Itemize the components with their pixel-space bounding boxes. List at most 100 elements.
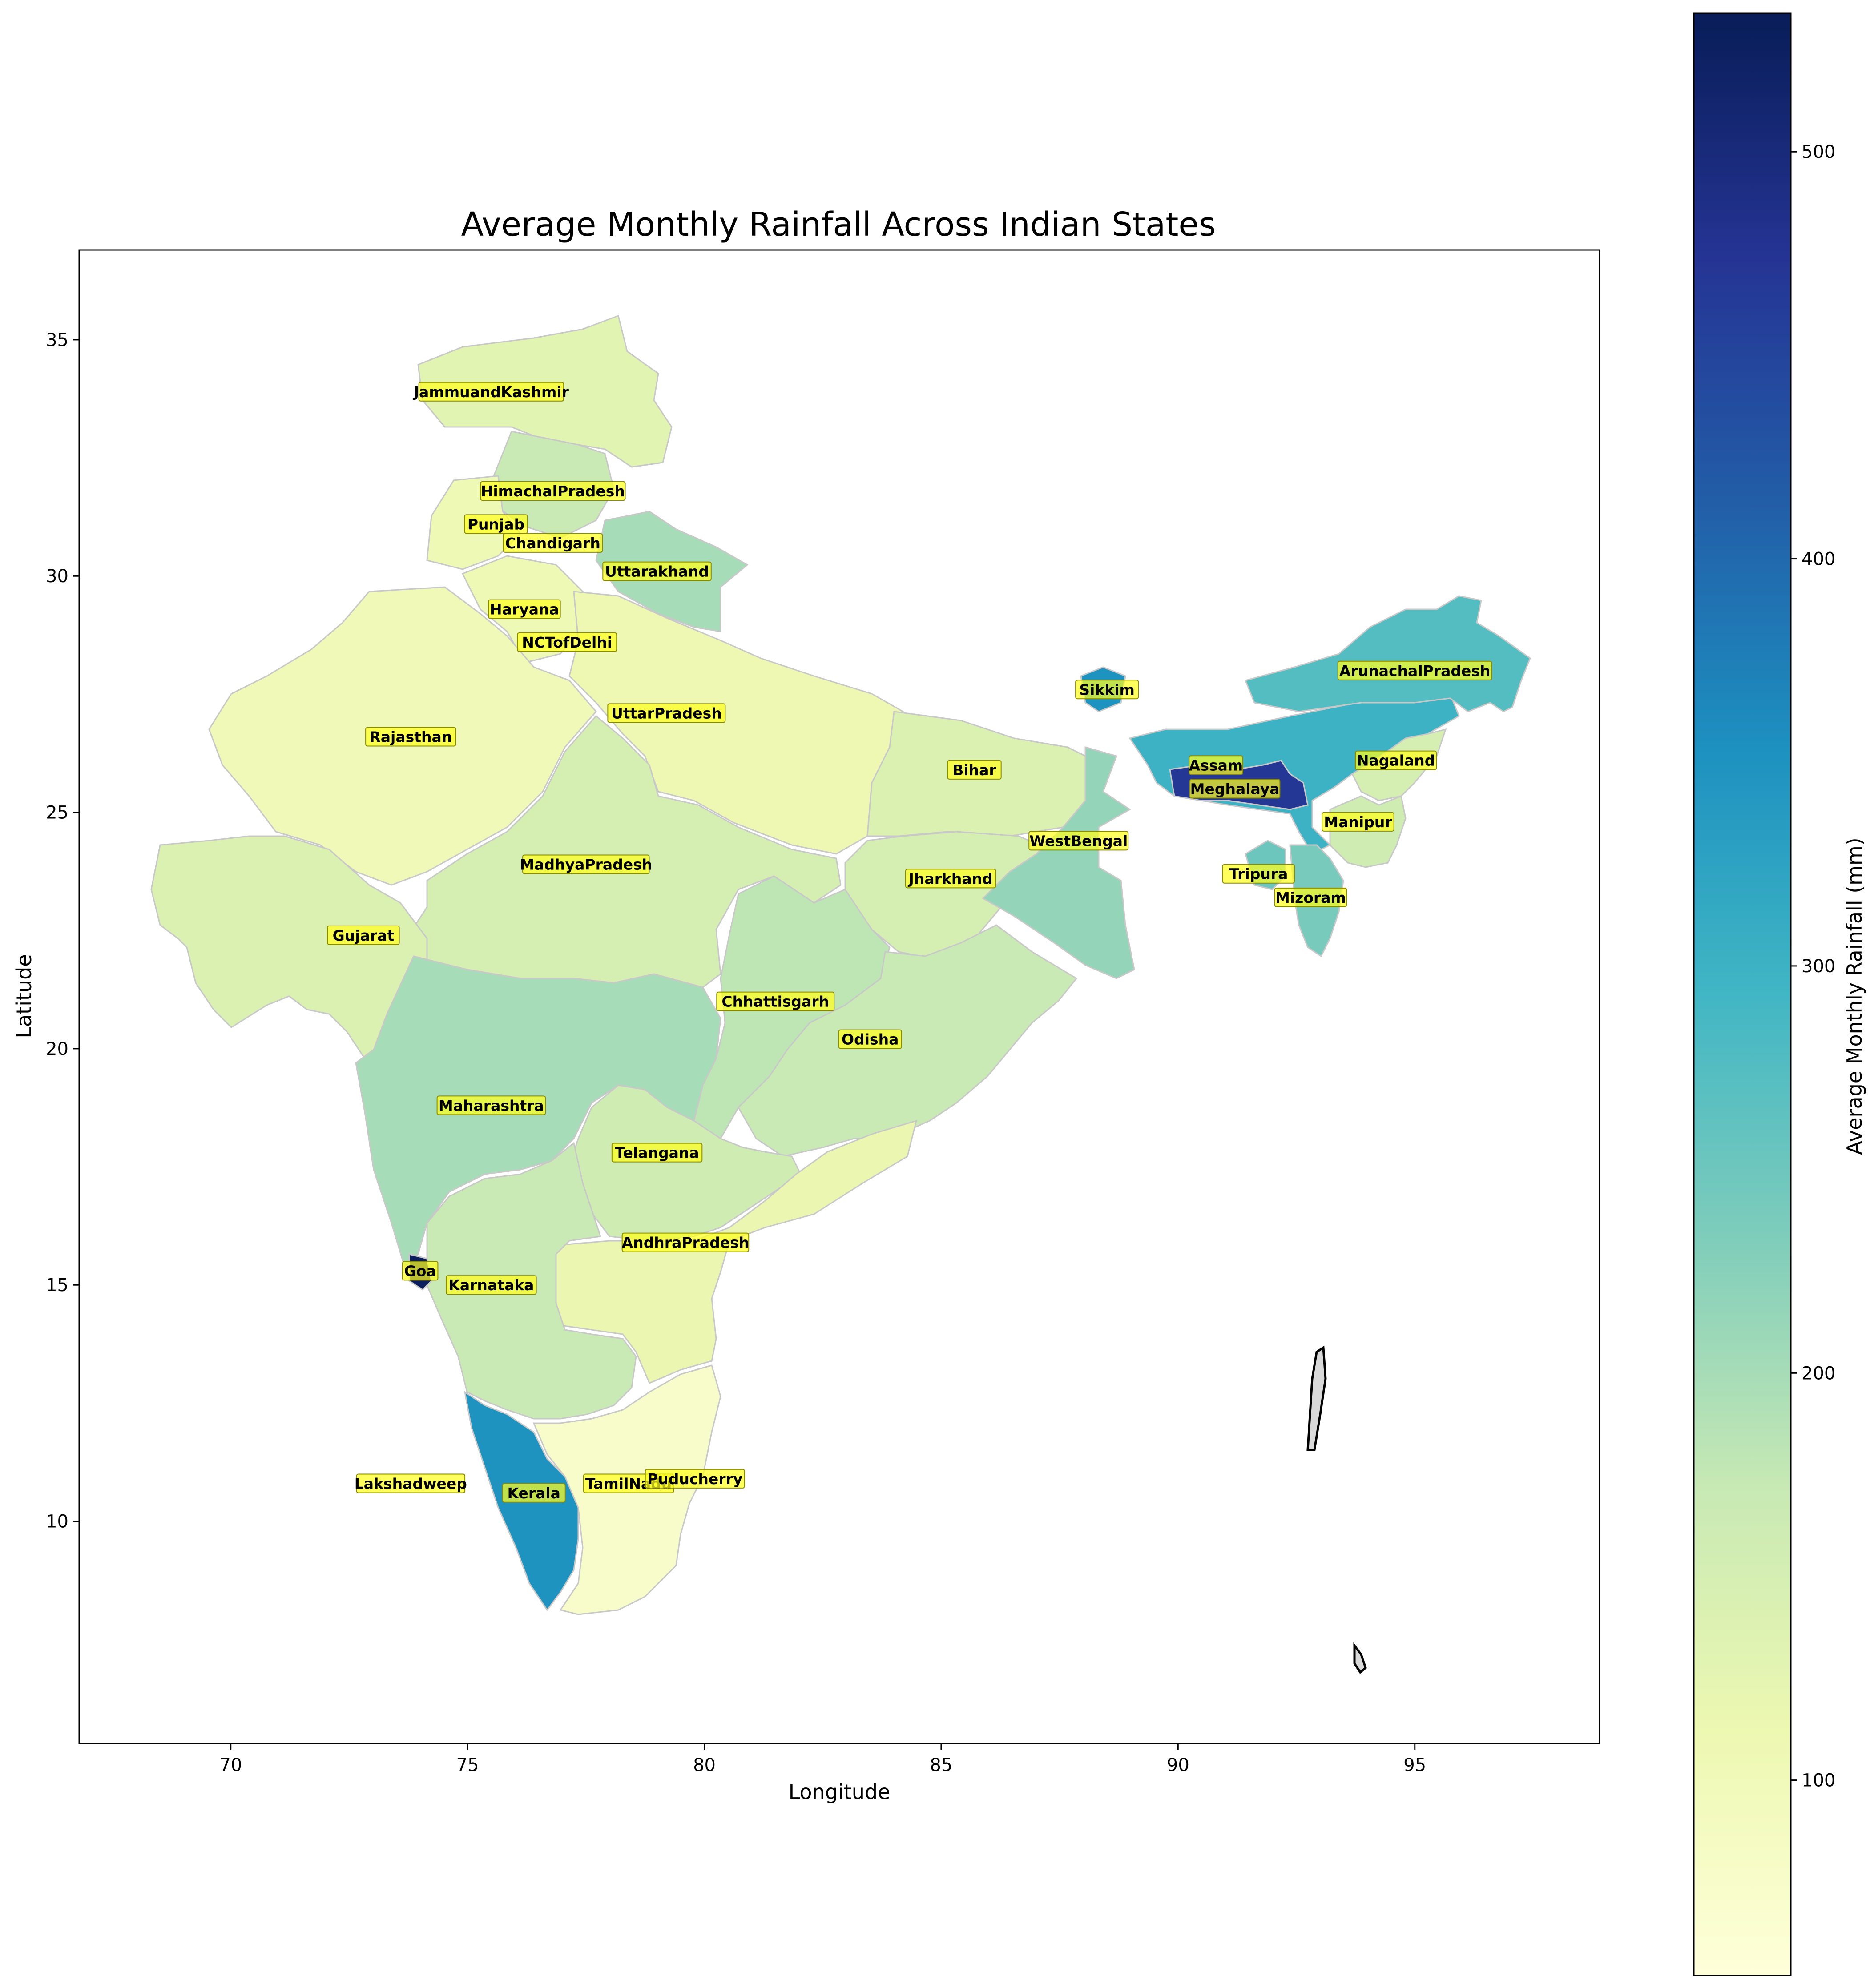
state-label-karnataka: Karnataka [446, 1275, 537, 1295]
colorbar-ticks: 100 200 300 400 500 [1791, 142, 1835, 1791]
state-label-kerala: Kerala [502, 1483, 566, 1503]
state-label-box [365, 727, 456, 747]
state-label-text: Telangana [615, 1144, 699, 1162]
state-label-text: WestBengal [1029, 832, 1128, 849]
state-label-box [1189, 755, 1243, 775]
state-label-jammuandkashmir: JammuandKashmir [413, 382, 569, 402]
state-label-text: ArunachalPradesh [1339, 662, 1491, 680]
state-label-box [645, 1469, 745, 1489]
state-label-text: Tripura [1229, 865, 1288, 883]
state-label-box [1189, 779, 1281, 799]
x-tick-label: 95 [1403, 1755, 1426, 1775]
state-label-nctofdelhi: NCTofDelhi [517, 632, 617, 652]
state-label-gujarat: Gujarat [327, 925, 400, 945]
state-region-odisha [738, 924, 1078, 1157]
state-label-text: JammuandKashmir [413, 383, 569, 401]
state-label-text: Mizoram [1275, 889, 1346, 906]
state-label-text: MadhyaPradesh [520, 856, 652, 873]
state-label-box [480, 481, 626, 501]
state-label-tripura: Tripura [1222, 864, 1295, 884]
state-label-box [436, 1095, 546, 1115]
y-tick-label: 35 [46, 330, 69, 350]
state-label-text: Jharkhand [908, 870, 993, 887]
state-label-text: Chandigarh [505, 535, 600, 552]
state-label-box [947, 760, 1002, 780]
state-label-text: Rajasthan [369, 728, 452, 746]
state-label-box [446, 1275, 537, 1295]
state-label-box [607, 703, 726, 723]
y-tick-label: 20 [46, 1039, 69, 1059]
state-region-andhrapradesh [551, 1119, 918, 1384]
state-label-text: Odisha [842, 1031, 899, 1048]
x-tick-label: 75 [456, 1755, 479, 1775]
state-label-box [402, 1261, 439, 1281]
x-axis-ticks: 70 75 80 85 90 95 [219, 1743, 1426, 1775]
state-label-text: NCTofDelhi [522, 634, 612, 651]
state-label-text: Puducherry [647, 1470, 742, 1488]
state-label-chandigarh: Chandigarh [503, 533, 603, 553]
state-label-text: Haryana [490, 601, 559, 618]
state-label-text: Punjab [467, 515, 524, 533]
state-label-text: Goa [404, 1262, 436, 1280]
state-label-mizoram: Mizoram [1274, 887, 1347, 907]
state-label-box [1337, 660, 1492, 680]
state-label-assam: Assam [1189, 755, 1243, 775]
state-label-text: Chhattisgarh [721, 993, 829, 1010]
state-label-text: Uttarakhand [605, 563, 709, 580]
state-label-box [327, 925, 400, 945]
state-label-box [838, 1029, 902, 1049]
chart-title: Average Monthly Rainfall Across Indian S… [461, 205, 1216, 244]
x-tick-label: 85 [930, 1755, 952, 1775]
state-label-westbengal: WestBengal [1028, 831, 1129, 851]
state-label-box [356, 1473, 466, 1493]
colorbar-tick-label: 500 [1801, 142, 1835, 162]
state-label-box [502, 1483, 566, 1503]
state-label-rajasthan: Rajasthan [365, 727, 456, 747]
state-label-box [1355, 750, 1437, 770]
state-label-uttarpradesh: UttarPradesh [607, 703, 726, 723]
state-label-himachalpradesh: HimachalPradesh [480, 481, 626, 501]
state-label-meghalaya: Meghalaya [1189, 779, 1281, 799]
y-tick-label: 30 [46, 566, 69, 587]
y-axis-label: Latitude [12, 954, 36, 1038]
state-label-maharashtra: Maharashtra [436, 1095, 546, 1115]
state-label-manipur: Manipur [1322, 812, 1394, 832]
colorbar-label: Average Monthly Rainfall (mm) [1842, 837, 1866, 1155]
state-label-box [418, 382, 564, 402]
state-label-text: Gujarat [333, 927, 395, 944]
state-label-text: Manipur [1324, 813, 1392, 831]
state-label-text: Assam [1189, 757, 1243, 774]
y-tick-label: 15 [46, 1275, 69, 1296]
state-label-box [1274, 887, 1347, 907]
x-tick-label: 90 [1167, 1755, 1189, 1775]
state-label-nagaland: Nagaland [1355, 750, 1437, 770]
state-label-goa: Goa [402, 1261, 439, 1281]
state-label-madhyapradesh: MadhyaPradesh [520, 854, 652, 874]
x-tick-label: 80 [693, 1755, 716, 1775]
state-label-text: HimachalPradesh [481, 483, 625, 500]
state-label-text: Kerala [507, 1485, 560, 1502]
state-label-odisha: Odisha [838, 1029, 902, 1049]
state-label-box [503, 533, 603, 553]
colorbar-tick-label: 200 [1801, 1363, 1835, 1384]
y-axis-ticks: 10 15 20 25 30 35 [46, 330, 79, 1532]
x-tick-label: 70 [219, 1755, 242, 1775]
state-label-box [611, 1143, 703, 1163]
state-label-box [464, 514, 528, 534]
state-label-andhrapradesh: AndhraPradesh [622, 1232, 749, 1252]
andaman-islands [1306, 1345, 1327, 1451]
colorbar-tick-label: 100 [1801, 1771, 1835, 1791]
state-label-text: Sikkim [1079, 681, 1135, 698]
state-label-box [905, 869, 996, 889]
colorbar-tick-label: 300 [1801, 956, 1835, 977]
state-label-haryana: Haryana [488, 599, 561, 619]
state-region-gujarat [150, 835, 428, 1060]
state-label-text: Karnataka [448, 1276, 534, 1294]
state-labels: JammuandKashmir HimachalPradesh Punjab Chan… [327, 382, 1492, 1503]
state-label-box [517, 632, 617, 652]
state-label-text: Maharashtra [439, 1097, 544, 1114]
nicobar-islands [1353, 1642, 1367, 1674]
state-label-box [602, 561, 712, 581]
state-label-sikkim: Sikkim [1075, 680, 1139, 700]
